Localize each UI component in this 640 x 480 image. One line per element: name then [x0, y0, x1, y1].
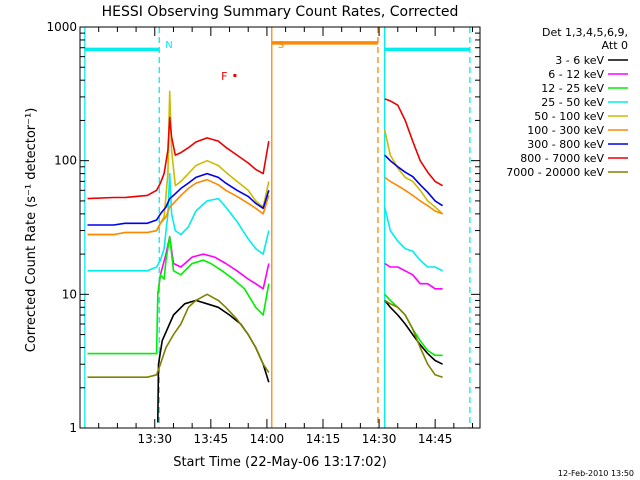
x-tick-label: 13:45 [194, 432, 229, 446]
legend-entry-label: 3 - 6 keV [555, 54, 604, 67]
series-lines [87, 90, 444, 423]
plot-frame [79, 26, 481, 429]
series-line-segment [384, 262, 443, 290]
series-line-segment [384, 154, 444, 207]
y-tick-label: 1 [69, 421, 77, 435]
y-tick-label: 100 [54, 154, 77, 168]
legend-entry-label: 6 - 12 keV [548, 68, 604, 81]
legend-entry-label: 100 - 300 keV [527, 124, 604, 137]
series-100-300-kev [87, 176, 443, 236]
legend-entry-label: 7000 - 20000 keV [506, 166, 604, 179]
x-tick-label: 14:00 [250, 432, 285, 446]
series-line-segment [87, 116, 270, 200]
series-line-segment [87, 293, 270, 378]
x-tick-label: 14:45 [418, 432, 453, 446]
series-line-segment [384, 98, 443, 187]
legend-entry-label: 800 - 7000 keV [520, 152, 604, 165]
attenuator-marker-label-n: N [165, 40, 172, 51]
flare-marker-dot [233, 73, 237, 77]
series-300-800-kev [87, 154, 444, 226]
flag-bars [84, 41, 470, 52]
legend-entry-label: 50 - 100 keV [534, 110, 604, 123]
x-tick-label: 13:30 [137, 432, 172, 446]
timestamp: 12-Feb-2010 13:50 [558, 469, 634, 478]
chart-title: HESSI Observing Summary Count Rates, Cor… [102, 4, 459, 20]
y-tick-label: 1000 [46, 20, 77, 34]
series-7000-20000-kev [87, 293, 443, 378]
series-line-segment [87, 235, 270, 355]
plot-axes [79, 26, 481, 429]
y-axis-label: Corrected Count Rate (s⁻¹ detector⁻¹) [24, 108, 39, 353]
y-tick-label: 10 [62, 287, 77, 301]
legend-header-line: Det 1,3,4,5,6,9, [542, 26, 628, 39]
series-line-segment [384, 176, 443, 215]
legend-entry-label: 25 - 50 keV [541, 96, 604, 109]
x-axis-label: Start Time (22-May-06 13:17:02) [173, 455, 387, 470]
series-line-segment [384, 299, 443, 378]
flare-marker: F [221, 70, 237, 83]
legend-entry-label: 12 - 25 keV [541, 82, 604, 95]
series-line-segment [87, 172, 270, 272]
series-25-50-kev [87, 172, 443, 272]
flare-marker-label: F [221, 70, 227, 83]
legend-header-line: Att 0 [602, 39, 628, 52]
axis-ticks: 1 10 100 1000 13:30 13:45 14:00 14:15 14:30 14:45 [46, 20, 480, 446]
x-tick-label: 14:15 [306, 432, 341, 446]
series-800-7000-kev [87, 98, 443, 200]
attenuator-marker-label-s: S [278, 40, 284, 51]
series-line-segment [384, 299, 443, 365]
series-line-segment [383, 129, 444, 215]
series-line-segment [87, 178, 270, 236]
series-line-segment [383, 206, 443, 272]
series-line-segment [87, 172, 270, 226]
legend-entry-label: 300 - 800 keV [527, 138, 604, 151]
x-tick-label: 14:30 [362, 432, 397, 446]
